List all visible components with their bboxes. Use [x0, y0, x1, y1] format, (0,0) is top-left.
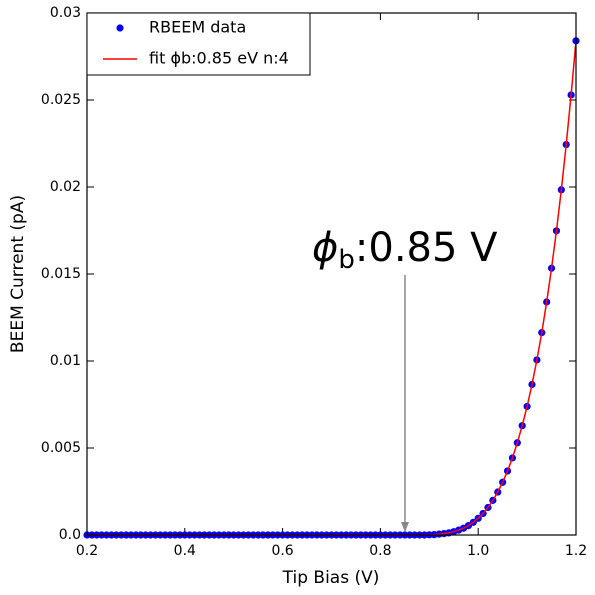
y-tick-label: 0.005: [41, 440, 81, 456]
x-axis-label: Tip Bias (V): [282, 568, 380, 588]
x-tick-label: 0.6: [271, 543, 293, 559]
y-axis-label: BEEM Current (pA): [8, 195, 28, 353]
legend: RBEEM data fit ϕb:0.85 eV n:4: [86, 12, 311, 76]
legend-marker: [116, 24, 124, 32]
annotation-subscript: b: [338, 245, 355, 275]
legend-label: fit ϕb:0.85 eV n:4: [149, 49, 289, 68]
y-tick-label: 0.0: [59, 527, 81, 543]
x-tick-label: 1.2: [565, 543, 587, 559]
legend-label: RBEEM data: [149, 18, 246, 37]
x-tick-label: 0.4: [174, 543, 196, 559]
annotation-symbol: ϕ: [312, 225, 338, 271]
y-tick-label: 0.015: [41, 266, 81, 282]
annotation-text: :0.85 V: [355, 225, 498, 271]
fit-line: [87, 40, 577, 536]
legend-box: [86, 12, 311, 76]
x-tick-label: 0.8: [369, 543, 391, 559]
y-tick-label: 0.02: [50, 179, 81, 195]
y-tick-label: 0.03: [50, 5, 81, 21]
annotation: ϕb:0.85 V: [312, 225, 498, 275]
annotation-arrowhead: [401, 522, 409, 532]
x-tick-label: 0.2: [76, 543, 98, 559]
y-tick-label: 0.025: [41, 92, 81, 108]
plot-frame: [86, 12, 577, 536]
y-tick-label: 0.01: [50, 353, 81, 369]
x-tick-label: 1.0: [467, 543, 489, 559]
